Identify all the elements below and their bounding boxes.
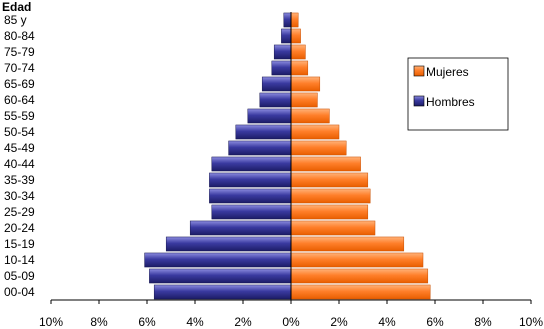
bar-mujeres-75-79 [290,44,306,60]
bar-hombres-65-69 [261,76,292,92]
bar-mujeres-80-84 [290,28,301,44]
bar-hombres-55-59 [247,108,292,124]
bar-mujeres-20-24 [290,220,376,236]
bar-hombres-85 y [283,12,292,28]
bar-mujeres-05-09 [290,268,429,284]
bar-hombres-50-54 [235,124,292,140]
y-tick-label-85 y: 85 y [4,13,27,27]
y-axis-title: Edad [2,0,31,14]
bar-hombres-40-44 [211,156,292,172]
y-tick-label-25-29: 25-29 [4,205,35,219]
legend-label-mujeres: Mujeres [426,65,469,79]
bar-mujeres-45-49 [290,140,347,156]
y-tick-label-45-49: 45-49 [4,141,35,155]
y-tick-label-55-59: 55-59 [4,109,35,123]
y-tick-label-30-34: 30-34 [4,189,35,203]
bar-mujeres-70-74 [290,60,309,76]
y-tick-label-70-74: 70-74 [4,61,35,75]
bar-mujeres-10-14 [290,252,424,268]
y-tick-labels: 00-04 05-09 10-14 15-19 20-24 25-29 30-34 35-39… [4,13,35,299]
bar-hombres-10-14 [144,252,292,268]
legend-swatch-hombres [413,95,425,107]
bar-mujeres-15-19 [290,236,405,252]
y-tick-label-00-04: 00-04 [4,285,35,299]
y-tick-label-80-84: 80-84 [4,29,35,43]
legend: Mujeres Hombres [407,57,509,131]
x-tick-label: 6% [426,315,444,329]
bars-group [144,12,431,300]
x-tick-label: 8% [474,315,492,329]
bar-mujeres-55-59 [290,108,330,124]
bar-mujeres-85 y [290,12,299,28]
bar-hombres-75-79 [273,44,292,60]
bar-hombres-05-09 [149,268,292,284]
x-axis: 10% 8% 6% 4% 2% 0% 2% 4% 6% 8% 10% [39,12,543,329]
y-tick-label-75-79: 75-79 [4,45,35,59]
x-tick-label: 6% [138,315,156,329]
bar-mujeres-50-54 [290,124,340,140]
y-tick-label-60-64: 60-64 [4,93,35,107]
legend-box [407,57,509,131]
bar-mujeres-60-64 [290,92,318,108]
bar-hombres-20-24 [189,220,292,236]
y-tick-label-05-09: 05-09 [4,269,35,283]
x-tick-label: 8% [90,315,108,329]
bar-mujeres-30-34 [290,188,371,204]
y-tick-label-65-69: 65-69 [4,77,35,91]
y-tick-label-40-44: 40-44 [4,157,35,171]
bar-hombres-15-19 [165,236,292,252]
bar-mujeres-00-04 [290,284,431,300]
bar-hombres-30-34 [209,188,292,204]
bar-mujeres-25-29 [290,204,369,220]
bar-mujeres-35-39 [290,172,369,188]
x-tick-label: 4% [186,315,204,329]
legend-label-hombres: Hombres [426,95,475,109]
y-tick-label-20-24: 20-24 [4,221,35,235]
bar-hombres-35-39 [209,172,292,188]
y-tick-label-50-54: 50-54 [4,125,35,139]
y-tick-label-15-19: 15-19 [4,237,35,251]
bar-hombres-45-49 [228,140,292,156]
bar-hombres-00-04 [153,284,292,300]
x-tick-label: 4% [378,315,396,329]
x-tick-label: 2% [330,315,348,329]
x-tick-label: 10% [39,315,63,329]
x-tick-label: 2% [234,315,252,329]
bar-mujeres-40-44 [290,156,361,172]
x-tick-label: 10% [519,315,543,329]
x-tick-label: 0% [282,315,300,329]
y-tick-label-10-14: 10-14 [4,253,35,267]
bar-hombres-25-29 [211,204,292,220]
bar-mujeres-65-69 [290,76,321,92]
bar-hombres-70-74 [271,60,292,76]
legend-swatch-mujeres [413,65,425,77]
y-tick-label-35-39: 35-39 [4,173,35,187]
bar-hombres-60-64 [259,92,292,108]
bar-hombres-80-84 [281,28,292,44]
